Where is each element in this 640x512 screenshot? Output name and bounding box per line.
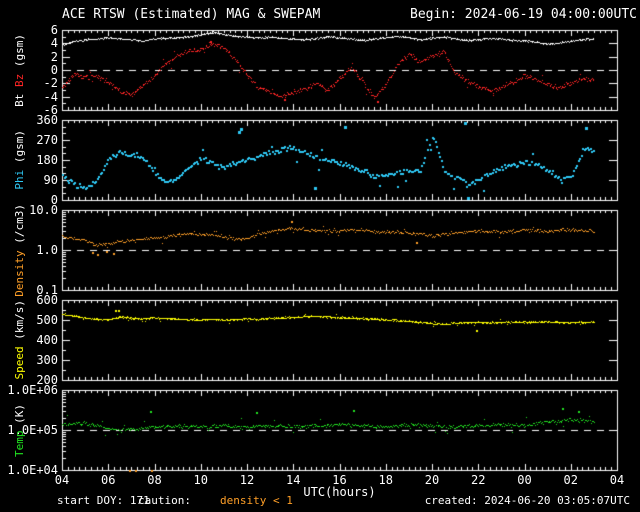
start-doy-label: start DOY: 171 [57,494,150,507]
caution-value: density < 1 [220,494,293,507]
created-timestamp: created: 2024-06-20 03:05:07UTC [424,494,630,507]
chart-title: ACE RTSW (Estimated) MAG & SWEPAM [62,7,321,22]
caution-label: caution: [138,494,191,507]
x-axis-title: UTC(hours) [303,485,376,499]
begin-timestamp: Begin: 2024-06-19 04:00:00UTC [410,7,637,22]
